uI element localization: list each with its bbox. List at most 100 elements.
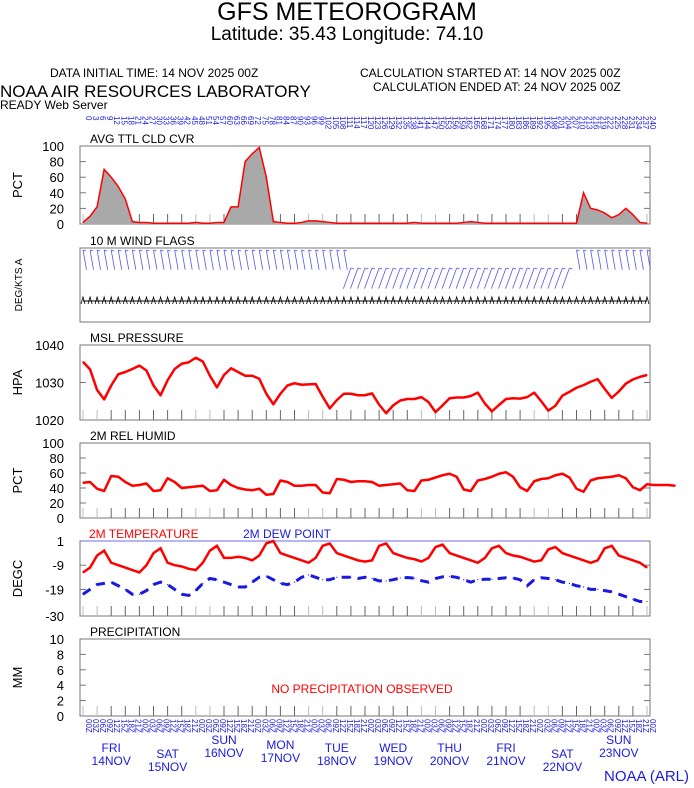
temperature-point — [279, 552, 281, 554]
bottom-time-label: 15Z — [627, 719, 636, 733]
cloud-point — [350, 222, 352, 224]
data-point — [463, 396, 465, 399]
data-point — [477, 392, 479, 394]
wind-speed-glyph — [306, 295, 311, 305]
bottom-time-label: 21Z — [641, 719, 650, 733]
wind-barb — [272, 249, 278, 270]
data-point — [145, 369, 148, 372]
data-point — [138, 365, 140, 367]
bottom-time-label: 06Z — [549, 719, 558, 733]
wind-barb — [237, 249, 242, 270]
wind-speed-glyph — [270, 295, 276, 305]
top-hour-label: 192 — [535, 116, 544, 130]
dewpoint-point — [477, 579, 479, 581]
cloud-point — [477, 221, 479, 223]
bottom-time-label: 09Z — [387, 719, 396, 733]
top-hour-label: 204 — [563, 116, 572, 130]
top-hour-label: 108 — [338, 116, 347, 130]
dewpoint-point — [590, 588, 592, 590]
bottom-time-label: 09Z — [274, 719, 283, 733]
wind-barb — [124, 249, 130, 270]
cloud-point — [272, 221, 274, 223]
data-point — [413, 398, 415, 400]
bottom-time-label: 09Z — [218, 719, 227, 733]
cloud-point — [258, 147, 260, 149]
data-point — [82, 482, 84, 484]
data-point — [350, 481, 352, 483]
wind-barb-flag — [181, 249, 185, 252]
wind-speed-glyph — [179, 295, 185, 305]
wind-barb — [167, 249, 172, 270]
temperature-point — [89, 567, 91, 569]
wind-barb — [342, 267, 352, 289]
dewpoint-point — [230, 583, 232, 586]
wind-barb-flag — [308, 249, 312, 252]
bottom-time-label: 03Z — [204, 719, 213, 733]
data-point — [456, 476, 458, 478]
dewpoint-point — [322, 579, 324, 581]
dewpoint-point — [286, 583, 289, 586]
wind-speed-glyph — [320, 295, 326, 305]
data-point — [561, 473, 564, 475]
dewpoint-point — [463, 579, 465, 581]
bottom-time-label: 15Z — [345, 719, 354, 733]
wind-speed-glyph — [87, 295, 93, 305]
wind-speed-glyph — [108, 295, 114, 305]
data-point — [293, 382, 296, 384]
wind-barb — [554, 267, 563, 289]
top-hour-label: 93 — [303, 116, 312, 125]
top-hour-label: 132 — [394, 116, 403, 130]
dewpoint-point — [434, 577, 437, 580]
bottom-time-label: 21Z — [246, 719, 255, 733]
bottom-time-label: 15Z — [288, 719, 297, 733]
data-point — [427, 401, 430, 403]
dewpoint-point — [385, 580, 387, 582]
panel-title: PRECIPITATION — [90, 625, 180, 639]
data-point — [597, 477, 599, 479]
temperature-point — [138, 571, 140, 574]
temperature-point — [251, 559, 253, 561]
temperature-point — [406, 557, 408, 559]
y-tick-label: 100 — [42, 139, 64, 154]
data-point — [110, 384, 112, 387]
wind-barb-flag — [435, 267, 439, 270]
bottom-time-label: 15Z — [401, 719, 410, 733]
y-axis-label: PCT — [10, 172, 25, 198]
top-hour-label: 225 — [613, 116, 622, 130]
cloud-point — [181, 222, 183, 224]
data-point — [378, 485, 380, 487]
cloud-point — [131, 221, 133, 223]
dewpoint-point — [209, 577, 211, 580]
cloud-point — [576, 222, 577, 224]
temperature-point — [131, 569, 133, 571]
top-hour-label: 234 — [634, 116, 643, 130]
temperature-point — [364, 560, 366, 563]
dewpoint-point — [202, 582, 204, 584]
data-point — [427, 479, 430, 481]
bottom-time-label: 00Z — [84, 719, 93, 733]
dewpoint-point — [152, 583, 155, 586]
data-point — [660, 484, 662, 486]
data-point — [258, 488, 260, 490]
temperature-point — [124, 567, 126, 569]
dewpoint-point — [343, 576, 345, 578]
temperature-point — [505, 552, 507, 554]
bottom-time-label: 12Z — [563, 719, 572, 733]
dewpoint-line — [82, 573, 647, 603]
cloud-point — [526, 222, 528, 224]
cloud-point — [413, 221, 415, 223]
panel-title: AVG TTL CLD CVR — [90, 132, 195, 146]
wind-barb-flag — [456, 267, 460, 270]
top-hour-label: 105 — [331, 116, 340, 130]
data-point — [308, 383, 310, 385]
wind-speed-glyph — [228, 295, 234, 305]
dewpoint-point — [251, 581, 253, 583]
cloud-point — [484, 222, 486, 224]
cloud-point — [244, 161, 246, 163]
data-point — [300, 485, 303, 487]
bottom-time-label: 06Z — [211, 719, 220, 733]
wind-barb — [646, 249, 651, 270]
bottom-time-label: 18Z — [296, 719, 305, 733]
top-hour-label: 120 — [366, 116, 375, 130]
bottom-time-label: 03Z — [373, 719, 382, 733]
